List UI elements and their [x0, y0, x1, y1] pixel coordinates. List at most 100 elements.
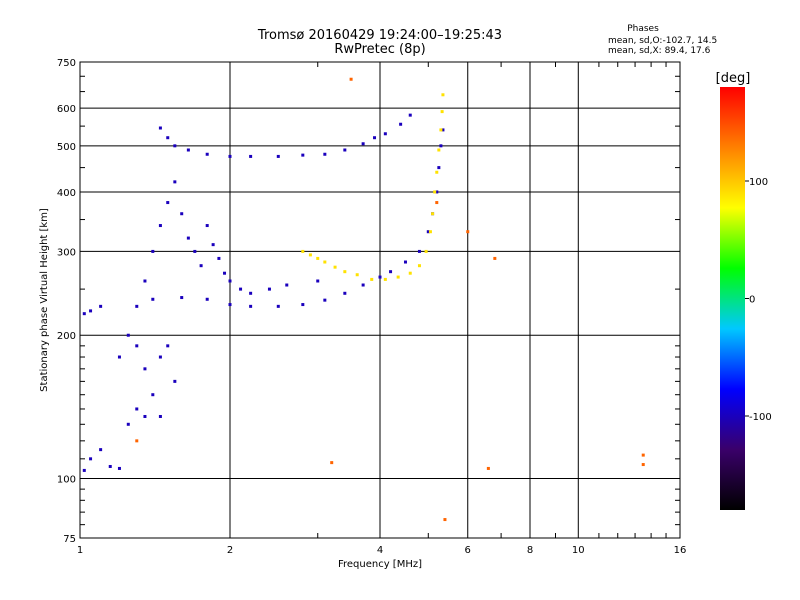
data-point	[355, 273, 359, 277]
data-point	[439, 144, 443, 148]
data-point	[323, 298, 327, 302]
data-point	[408, 271, 412, 275]
data-point	[285, 283, 289, 287]
data-point	[89, 309, 93, 313]
data-point	[383, 277, 387, 281]
data-point	[239, 287, 243, 291]
grid	[80, 62, 680, 538]
data-point	[316, 279, 320, 283]
data-point	[205, 224, 209, 228]
data-point	[89, 457, 93, 461]
data-point	[466, 230, 470, 234]
data-point	[108, 464, 112, 468]
data-point	[435, 190, 439, 194]
y-tick-label: 100	[57, 475, 76, 486]
data-point	[426, 230, 430, 234]
data-point	[180, 296, 184, 300]
data-point	[135, 407, 139, 411]
chart-title: Tromsø 20160429 19:24:00–19:25:43	[257, 28, 502, 43]
data-point	[435, 170, 439, 174]
data-point	[343, 270, 347, 274]
data-point	[343, 148, 347, 152]
data-point	[173, 379, 177, 383]
data-point	[343, 291, 347, 295]
data-point	[361, 142, 365, 146]
data-point	[389, 270, 393, 274]
data-point	[641, 463, 645, 467]
data-point	[396, 275, 400, 279]
data-point	[199, 264, 203, 268]
data-point	[399, 122, 403, 126]
data-point	[143, 367, 147, 371]
data-point	[151, 297, 155, 301]
data-point	[211, 243, 215, 247]
data-point	[361, 283, 365, 287]
plot-frame	[79, 61, 681, 539]
data-point	[249, 291, 253, 295]
data-point	[373, 136, 377, 140]
data-point	[323, 260, 327, 264]
series	[158, 113, 412, 158]
data-point	[166, 136, 170, 140]
colorbar-tick-label: -100	[749, 412, 772, 423]
data-point	[173, 180, 177, 184]
data-point	[493, 256, 497, 260]
data-point	[417, 249, 421, 253]
data-point	[408, 113, 412, 117]
data-point	[370, 277, 374, 281]
data-point	[349, 77, 353, 81]
x-tick-label: 2	[227, 545, 233, 556]
data-point	[437, 148, 441, 152]
colorbar	[720, 87, 745, 510]
data-point	[158, 355, 162, 359]
axis-ticks: 1 2 4 6 8 10 16 75 100 200 300 400 500 600 750	[57, 58, 686, 556]
y-tick-label: 300	[57, 247, 76, 258]
data-point	[135, 344, 139, 348]
y-tick-label: 400	[57, 188, 76, 199]
chart-subtitle: RwPretec (8p)	[334, 42, 425, 57]
x-tick-label: 6	[465, 545, 471, 556]
colorbar-tick-label: 0	[749, 295, 755, 306]
y-tick-label: 500	[57, 142, 76, 153]
x-tick-label: 4	[377, 545, 383, 556]
series	[301, 93, 445, 281]
data-point	[151, 249, 155, 253]
data-point	[441, 93, 445, 97]
data-point	[437, 166, 441, 170]
data-point	[440, 110, 444, 114]
data-point	[417, 264, 421, 268]
data-point	[126, 422, 130, 426]
data-point	[180, 212, 184, 216]
data-point	[267, 287, 271, 291]
x-tick-label: 8	[527, 545, 533, 556]
data-point	[158, 414, 162, 418]
data-point	[217, 256, 221, 260]
data-point	[166, 344, 170, 348]
data-point	[641, 453, 645, 457]
data-point	[158, 126, 162, 130]
x-axis-label: Frequency [MHz]	[338, 559, 422, 570]
data-point	[151, 393, 155, 397]
data-point	[158, 224, 162, 228]
data-point	[301, 153, 305, 157]
data-point	[205, 297, 209, 301]
data-point	[228, 279, 232, 283]
data-point	[117, 466, 121, 470]
y-tick-label: 75	[63, 534, 76, 545]
data-point	[249, 304, 253, 308]
y-tick-label: 750	[57, 58, 76, 69]
data-point	[193, 249, 197, 253]
data-point	[143, 414, 147, 418]
data-point	[99, 304, 103, 308]
data-point	[143, 279, 147, 283]
data-point	[228, 303, 232, 307]
data-point	[424, 249, 428, 253]
data-point	[126, 333, 130, 337]
stats-o-mode: mean, sd,O:-102.7, 14.5	[608, 36, 717, 46]
data-point	[383, 132, 387, 136]
data-point	[308, 253, 312, 257]
y-axis-label: Stationary phase Virtual Height [km]	[39, 208, 50, 392]
colorbar-tick-label: 100	[749, 177, 768, 188]
x-tick-label: 1	[77, 545, 83, 556]
